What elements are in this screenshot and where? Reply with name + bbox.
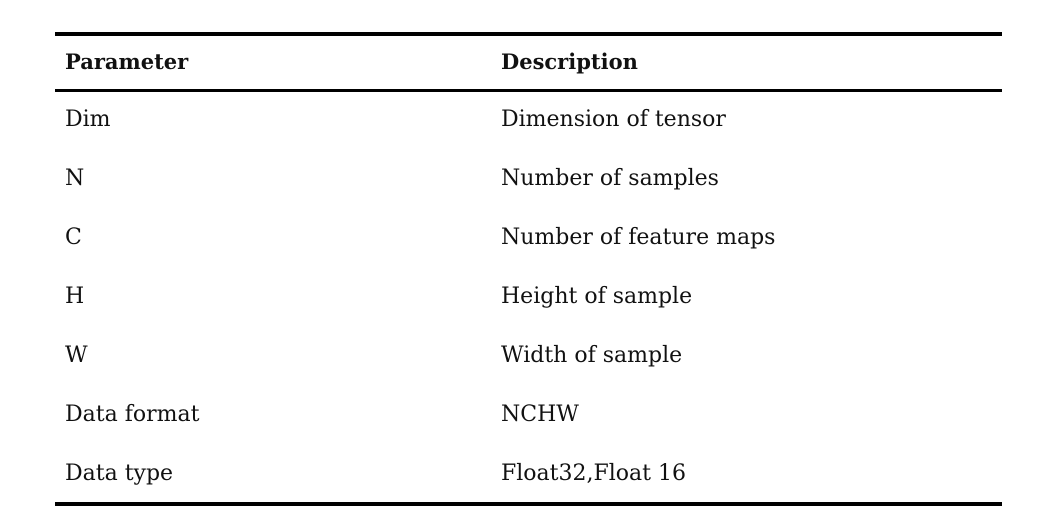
description-cell: Float32,Float 16: [501, 461, 686, 486]
parameter-cell: W: [65, 343, 88, 368]
header-description: Description: [501, 49, 638, 74]
table-row: W Width of sample: [55, 341, 1002, 371]
parameter-cell: Data format: [65, 402, 200, 427]
parameter-cell: C: [65, 225, 82, 250]
parameter-cell: N: [65, 166, 85, 191]
header-parameter: Parameter: [65, 49, 189, 74]
table-header-rule: [55, 89, 1002, 92]
description-cell: Number of feature maps: [501, 225, 776, 250]
table-top-rule: [55, 32, 1002, 36]
table-row: Data format NCHW: [55, 400, 1002, 430]
description-cell: Number of samples: [501, 166, 719, 191]
description-cell: Height of sample: [501, 284, 693, 309]
table-header-row: Parameter Description: [55, 47, 1002, 77]
table-row: H Height of sample: [55, 282, 1002, 312]
parameter-cell: Data type: [65, 461, 174, 486]
parameter-cell: Dim: [65, 107, 111, 132]
description-cell: NCHW: [501, 402, 579, 427]
table-row: Dim Dimension of tensor: [55, 105, 1002, 135]
parameter-cell: H: [65, 284, 85, 309]
table-row: C Number of feature maps: [55, 223, 1002, 253]
table-bottom-rule: [55, 502, 1002, 506]
description-cell: Dimension of tensor: [501, 107, 726, 132]
table-row: N Number of samples: [55, 164, 1002, 194]
parameter-table: Parameter Description Dim Dimension of t…: [55, 32, 1002, 507]
description-cell: Width of sample: [501, 343, 683, 368]
table-row: Data type Float32,Float 16: [55, 459, 1002, 489]
